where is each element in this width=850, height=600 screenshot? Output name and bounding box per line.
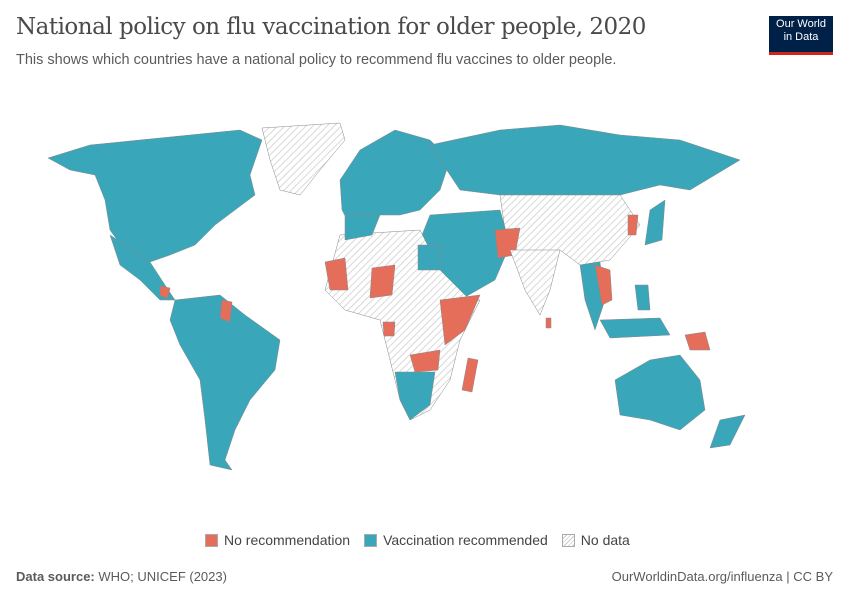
legend-label: No data xyxy=(580,532,630,548)
chart-subtitle: This shows which countries have a nation… xyxy=(16,52,617,68)
legend-swatch xyxy=(364,533,378,547)
data-source: Data source: WHO; UNICEF (2023) xyxy=(16,569,227,584)
region-australia[interactable] xyxy=(614,354,706,431)
owid-link[interactable]: OurWorldinData.org/influenza xyxy=(611,569,783,584)
chart-title: National policy on flu vaccination for o… xyxy=(16,14,646,40)
legend-item-no-data[interactable]: No data xyxy=(561,532,630,548)
region-central-america[interactable] xyxy=(109,234,176,301)
legend-label: No recommendation xyxy=(224,532,351,548)
region-gabon[interactable] xyxy=(382,321,396,337)
region-north-korea[interactable] xyxy=(627,214,639,236)
region-madagascar[interactable] xyxy=(461,357,479,393)
region-nicaragua[interactable] xyxy=(159,285,171,299)
region-japan[interactable] xyxy=(644,199,666,246)
region-guyana[interactable] xyxy=(219,299,233,323)
legend: No recommendation Vaccination recommende… xyxy=(205,532,630,548)
owid-logo[interactable]: Our World in Data xyxy=(769,16,833,55)
license-link[interactable]: CC BY xyxy=(793,569,833,584)
region-papua-new-guinea[interactable] xyxy=(684,331,711,351)
region-vietnam[interactable] xyxy=(594,264,613,306)
region-horn-of-africa[interactable] xyxy=(439,294,481,346)
logo-line2: in Data xyxy=(783,31,819,43)
logo-line1: Our World xyxy=(776,18,826,30)
source-label: Data source: xyxy=(16,569,95,584)
legend-swatch xyxy=(205,533,218,547)
region-south-america[interactable] xyxy=(169,294,281,471)
region-russia-asia[interactable] xyxy=(429,124,741,196)
legend-label: Vaccination recommended xyxy=(383,532,548,548)
region-africa[interactable] xyxy=(324,229,481,421)
region-niger[interactable] xyxy=(369,264,396,299)
footer-right: OurWorldinData.org/influenza | CC BY xyxy=(611,569,833,584)
legend-swatch xyxy=(561,533,575,547)
legend-item-vaccination-recommended[interactable]: Vaccination recommended xyxy=(364,532,548,548)
region-greenland[interactable] xyxy=(261,122,346,196)
world-map[interactable] xyxy=(0,110,850,490)
legend-item-no-recommendation[interactable]: No recommendation xyxy=(205,532,350,548)
region-southern-africa[interactable] xyxy=(394,371,436,421)
region-india[interactable] xyxy=(509,249,561,316)
region-philippines[interactable] xyxy=(634,284,651,311)
region-zambia-zimbabwe[interactable] xyxy=(409,349,441,373)
region-mauritania[interactable] xyxy=(324,257,349,291)
source-text[interactable]: WHO; UNICEF (2023) xyxy=(98,569,227,584)
region-north-africa[interactable] xyxy=(344,214,381,241)
region-egypt[interactable] xyxy=(417,244,441,271)
region-north-america[interactable] xyxy=(47,129,263,263)
region-indonesia[interactable] xyxy=(599,317,671,339)
region-sri-lanka[interactable] xyxy=(545,317,552,329)
region-new-zealand[interactable] xyxy=(709,414,746,449)
